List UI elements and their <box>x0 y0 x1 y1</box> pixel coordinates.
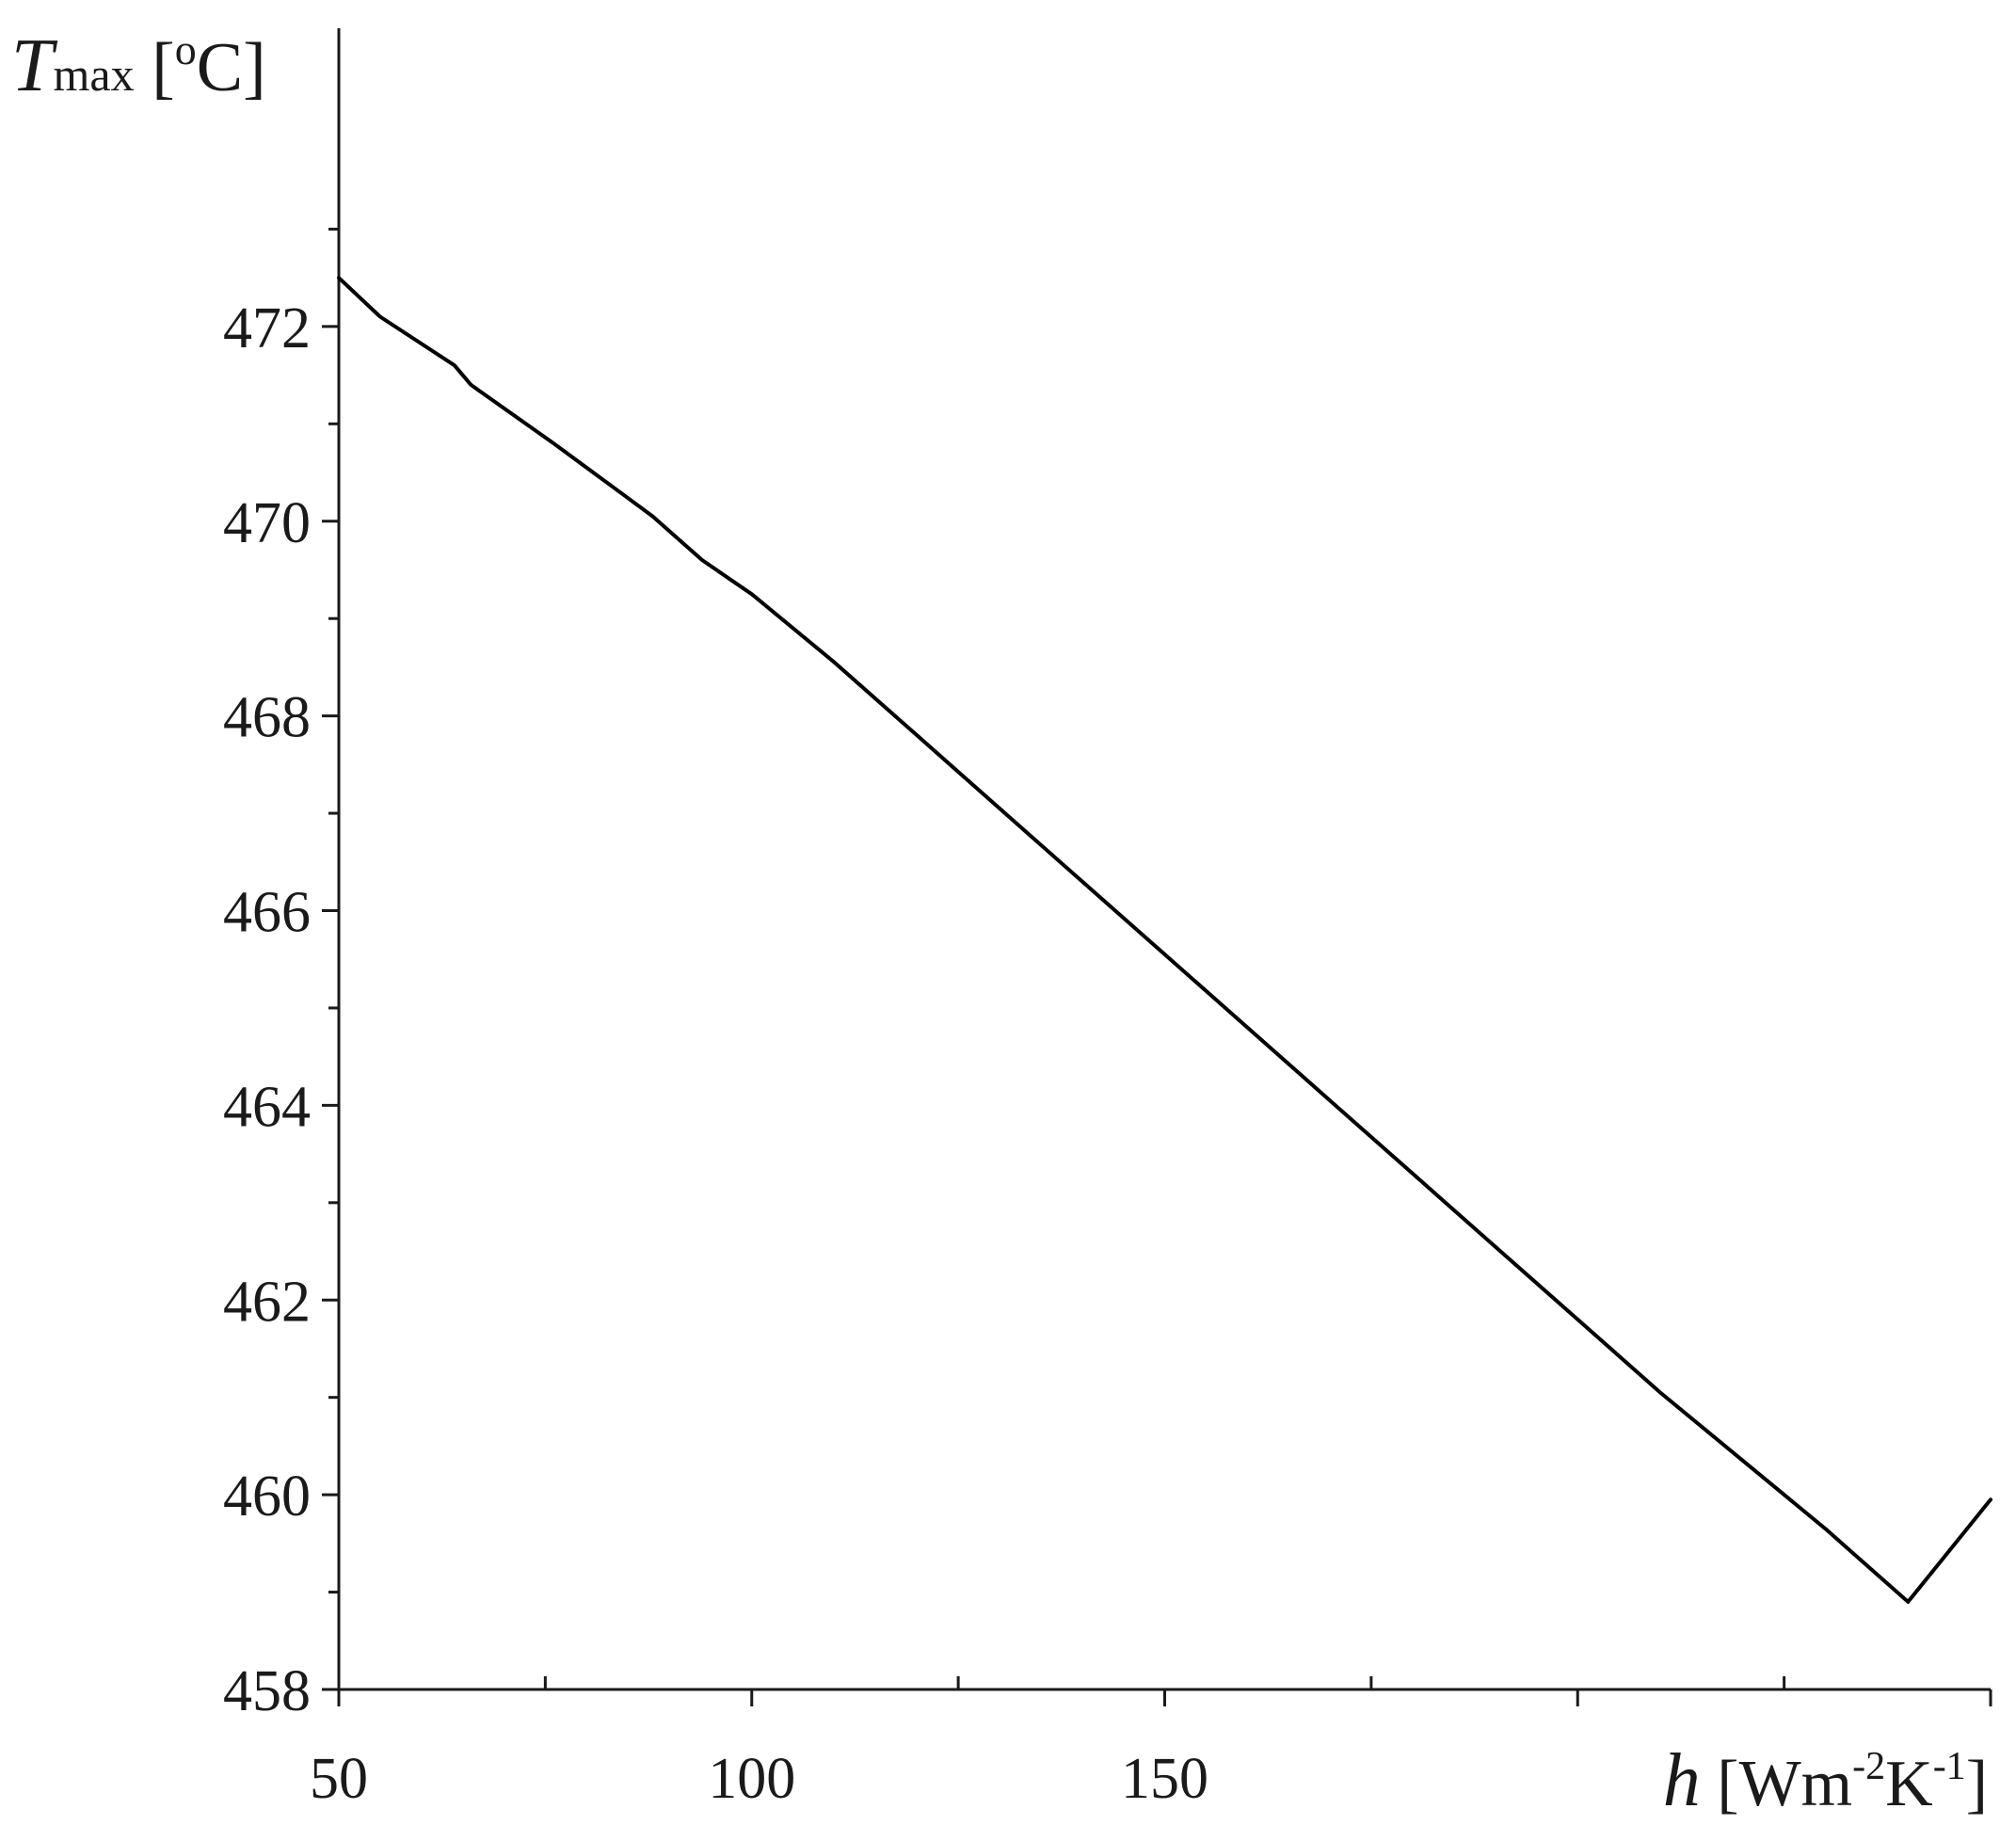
x-axis-unit-open: [Wm <box>1701 1748 1852 1820</box>
x-axis-unit-close: ] <box>1966 1748 1988 1820</box>
y-axis-unit-close: C] <box>197 29 266 106</box>
y-tick-label: 472 <box>223 296 311 360</box>
series-line <box>337 276 1992 1604</box>
x-tick-label: 100 <box>708 1747 795 1811</box>
axes <box>337 28 1991 1691</box>
y-axis-subscript: max <box>54 48 135 101</box>
x-axis-symbol: h <box>1663 1739 1701 1822</box>
y-axis-unit-open: [ <box>135 29 175 106</box>
x-axis-title: h [Wm-2K-1] <box>1663 1739 1988 1822</box>
y-axis-title: Tmax [oC] <box>11 24 266 107</box>
y-tick-label: 464 <box>223 1075 311 1139</box>
y-tick-label: 462 <box>223 1270 311 1334</box>
y-axis-symbol: T <box>11 24 58 107</box>
y-tick-label: 460 <box>223 1465 311 1529</box>
y-axis-superscript: o <box>175 25 197 73</box>
y-tick-label: 458 <box>223 1659 311 1723</box>
series-layer <box>337 276 1992 1604</box>
y-tick-label: 470 <box>223 491 311 555</box>
ticks <box>322 227 1992 1706</box>
x-axis-exp2: -1 <box>1933 1745 1966 1788</box>
x-tick-label: 150 <box>1121 1747 1208 1811</box>
x-axis-exp1: -2 <box>1852 1745 1885 1788</box>
x-tick-label: 50 <box>310 1747 368 1811</box>
y-tick-label: 468 <box>223 686 311 750</box>
tick-labels: 50 100 150 458 460 462 464 466 468 470 472 <box>223 296 1208 1811</box>
y-tick-label: 466 <box>223 881 311 945</box>
x-axis-unit-mid: K <box>1885 1748 1933 1820</box>
